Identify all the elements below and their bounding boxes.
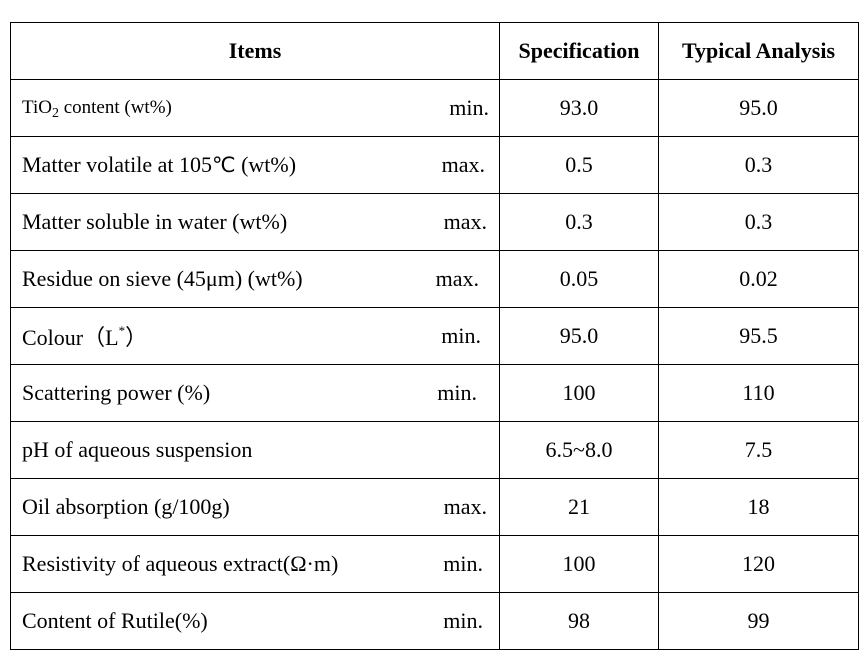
- spec-value: 95.0: [499, 307, 659, 365]
- qualifier: max.: [443, 209, 487, 234]
- table-row: Residue on sieve (45μm) (wt%) max. 0.05 …: [10, 250, 859, 308]
- item-label-superscript: *: [118, 323, 126, 338]
- item-label-text: (wt%): [235, 152, 297, 177]
- item-cell: Resistivity of aqueous extract(Ω·m) min.: [10, 535, 500, 593]
- table-row: TiO2 content (wt%) min. 93.0 95.0: [10, 79, 859, 137]
- item-label-text: Matter volatile at 105: [22, 152, 212, 177]
- table-row: Colour（L*） min. 95.0 95.5: [10, 307, 859, 365]
- specification-table: Items Specification Typical Analysis TiO…: [10, 22, 859, 650]
- spec-value: 93.0: [499, 79, 659, 137]
- typical-value: 18: [658, 478, 859, 536]
- table-row: Matter soluble in water (wt%) max. 0.3 0…: [10, 193, 859, 251]
- table-row: Content of Rutile(%) min. 98 99: [10, 592, 859, 650]
- typical-value: 0.02: [658, 250, 859, 308]
- item-cell: Matter volatile at 105℃ (wt%) max.: [10, 136, 500, 194]
- qualifier: min.: [443, 551, 483, 576]
- item-label-text: Colour（L: [22, 325, 119, 350]
- typical-value: 110: [658, 364, 859, 422]
- header-specification: Specification: [499, 22, 659, 80]
- item-label: Matter soluble in water (wt%): [22, 209, 288, 234]
- item-label-text: content (wt%): [58, 97, 172, 118]
- item-label-text: TiO: [22, 97, 52, 118]
- item-label: Resistivity of aqueous extract(Ω·m): [22, 551, 339, 576]
- qualifier: max.: [435, 266, 479, 291]
- qualifier: min.: [437, 380, 477, 405]
- item-cell: Content of Rutile(%) min.: [10, 592, 500, 650]
- typical-value: 120: [658, 535, 859, 593]
- item-label: Residue on sieve (45μm) (wt%): [22, 266, 303, 291]
- item-label: Content of Rutile(%): [22, 608, 208, 633]
- item-label: pH of aqueous suspension: [22, 437, 253, 462]
- item-label-text: ）: [125, 325, 148, 350]
- item-cell: pH of aqueous suspension: [10, 421, 500, 479]
- qualifier: min.: [449, 95, 489, 120]
- item-cell: Scattering power (%) min.: [10, 364, 500, 422]
- item-cell: Colour（L*） min.: [10, 307, 500, 365]
- typical-value: 95.0: [658, 79, 859, 137]
- typical-value: 99: [658, 592, 859, 650]
- qualifier: max.: [443, 494, 487, 519]
- typical-value: 0.3: [658, 193, 859, 251]
- spec-value: 21: [499, 478, 659, 536]
- table-row: Oil absorption (g/100g) max. 21 18: [10, 478, 859, 536]
- header-row: Items Specification Typical Analysis: [10, 22, 859, 80]
- item-label: Matter volatile at 105℃ (wt%): [22, 152, 296, 178]
- item-cell: Residue on sieve (45μm) (wt%) max.: [10, 250, 500, 308]
- item-label-subscript: 2: [51, 106, 59, 121]
- item-label: Colour（L*）: [22, 320, 147, 352]
- spec-value: 100: [499, 364, 659, 422]
- item-label: TiO2 content (wt%): [22, 97, 172, 121]
- table-row: Matter volatile at 105℃ (wt%) max. 0.5 0…: [10, 136, 859, 194]
- spec-value: 98: [499, 592, 659, 650]
- item-cell: TiO2 content (wt%) min.: [10, 79, 500, 137]
- qualifier: max.: [441, 152, 485, 177]
- item-label-unit: ℃: [212, 153, 236, 177]
- typical-value: 95.5: [658, 307, 859, 365]
- qualifier: min.: [441, 323, 481, 348]
- spec-value: 0.3: [499, 193, 659, 251]
- spec-value: 0.05: [499, 250, 659, 308]
- header-typical-analysis: Typical Analysis: [658, 22, 859, 80]
- item-label: Oil absorption (g/100g): [22, 494, 230, 519]
- typical-value: 0.3: [658, 136, 859, 194]
- item-cell: Matter soluble in water (wt%) max.: [10, 193, 500, 251]
- spec-value: 100: [499, 535, 659, 593]
- table-row: Resistivity of aqueous extract(Ω·m) min.…: [10, 535, 859, 593]
- spec-value: 0.5: [499, 136, 659, 194]
- item-label: Scattering power (%): [22, 380, 211, 405]
- qualifier: min.: [443, 608, 483, 633]
- spec-value: 6.5~8.0: [499, 421, 659, 479]
- item-cell: Oil absorption (g/100g) max.: [10, 478, 500, 536]
- table-row: pH of aqueous suspension 6.5~8.0 7.5: [10, 421, 859, 479]
- table-row: Scattering power (%) min. 100 110: [10, 364, 859, 422]
- typical-value: 7.5: [658, 421, 859, 479]
- header-items: Items: [10, 22, 500, 80]
